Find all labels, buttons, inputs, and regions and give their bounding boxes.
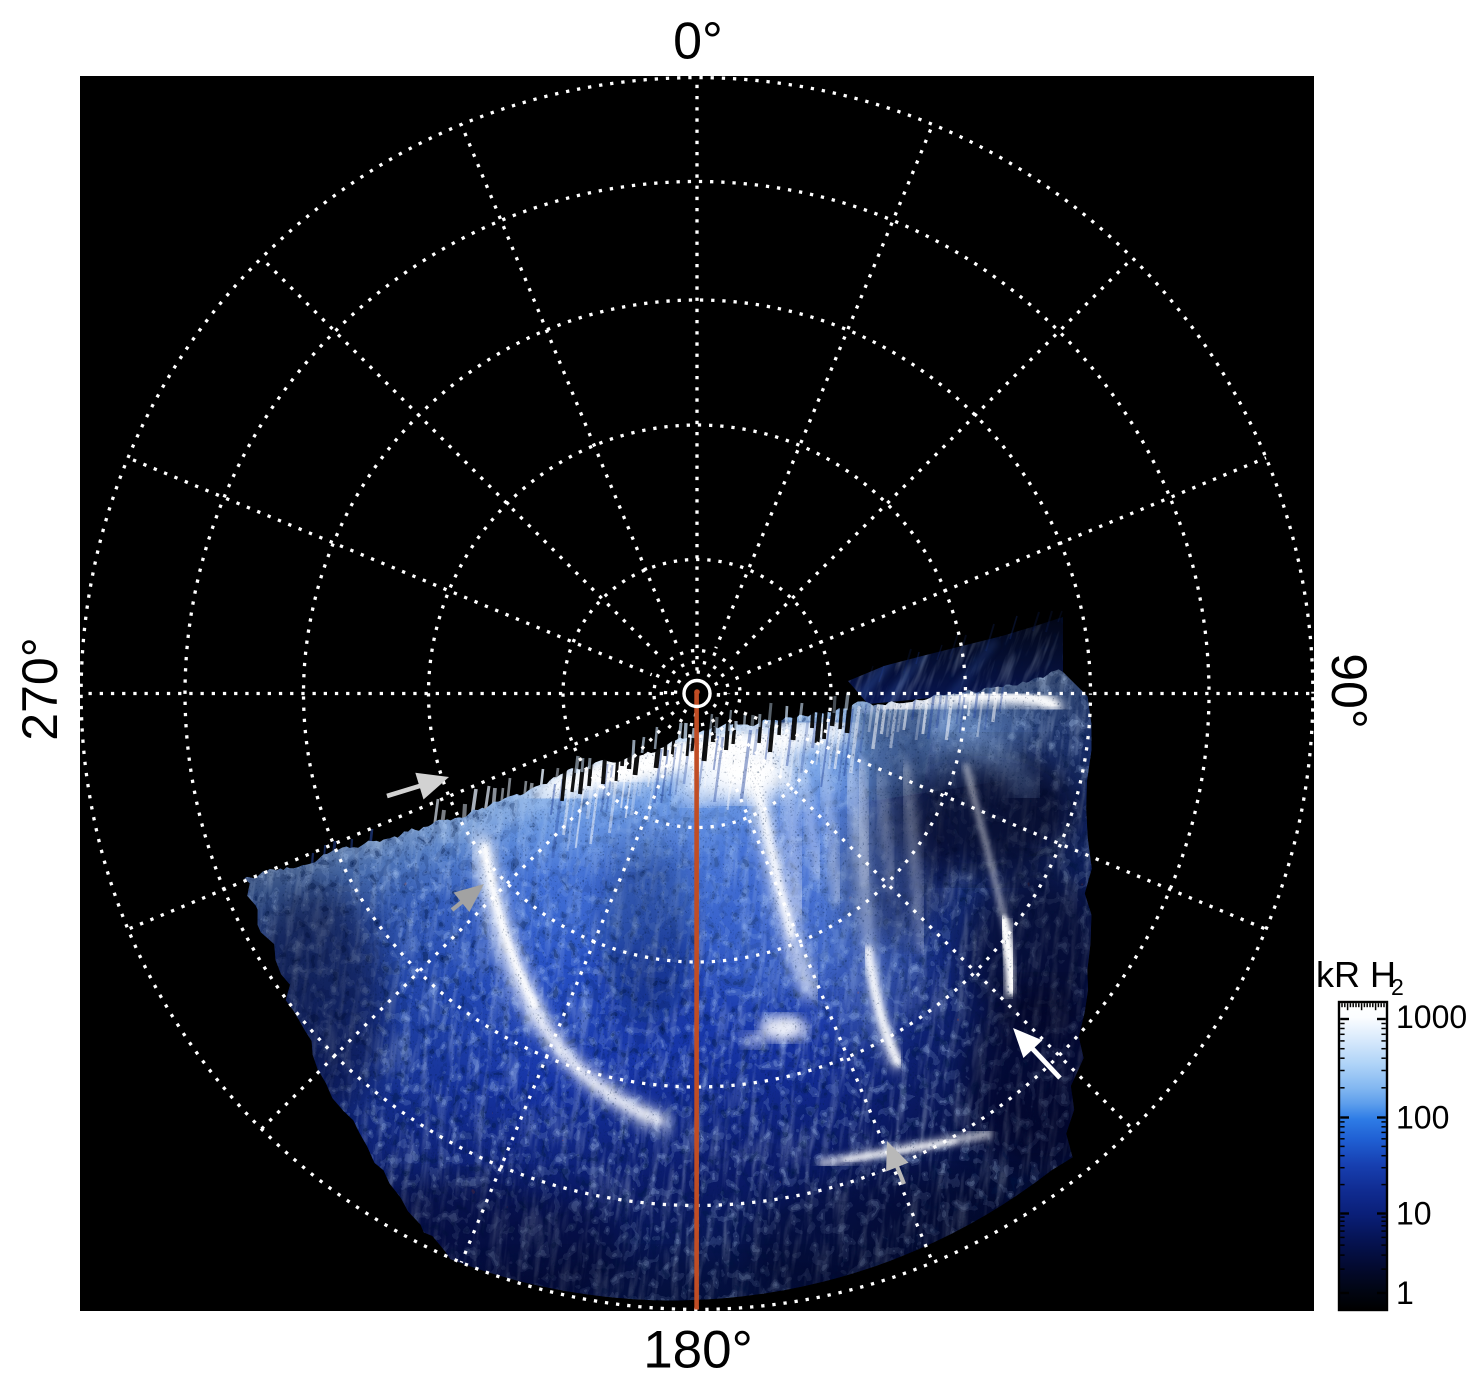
svg-text:270°: 270°: [12, 637, 68, 740]
svg-text:100: 100: [1396, 1100, 1449, 1136]
svg-text:90°: 90°: [1321, 653, 1377, 729]
svg-text:1000: 1000: [1396, 999, 1467, 1035]
svg-text:1: 1: [1396, 1275, 1414, 1311]
svg-text:2: 2: [1391, 974, 1404, 1000]
svg-text:kR H: kR H: [1316, 954, 1396, 995]
svg-text:180°: 180°: [643, 1321, 753, 1380]
svg-text:0°: 0°: [673, 13, 723, 71]
svg-text:10: 10: [1396, 1196, 1432, 1232]
